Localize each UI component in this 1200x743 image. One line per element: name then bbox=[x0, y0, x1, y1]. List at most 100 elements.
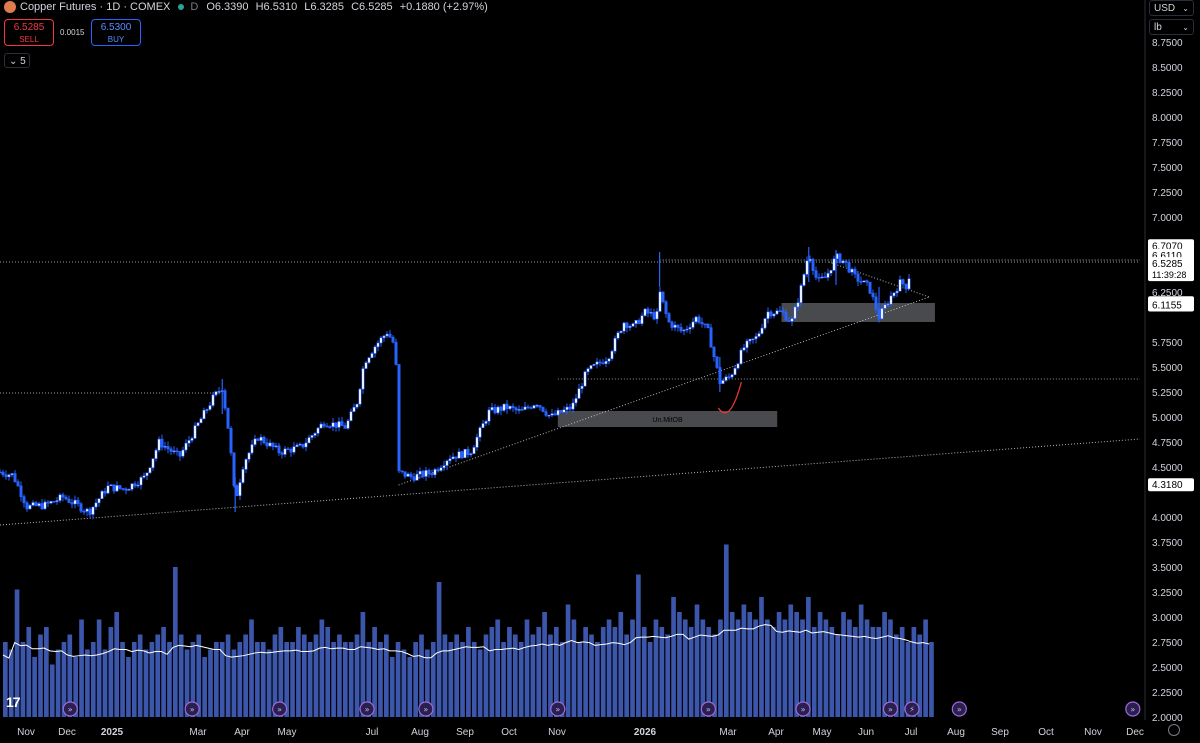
volume-bar bbox=[858, 604, 864, 717]
candle-body bbox=[421, 471, 425, 477]
event-marker-glyph: » bbox=[190, 705, 195, 714]
symbol-title[interactable]: Copper Futures · 1D · COMEX bbox=[20, 1, 171, 13]
candle-body bbox=[226, 407, 230, 429]
candle-body bbox=[418, 471, 422, 475]
volume-bar bbox=[653, 619, 659, 717]
event-marker-glyph: » bbox=[1130, 705, 1135, 714]
price-axis-tick: 4.0000 bbox=[1152, 513, 1183, 524]
volume-bar bbox=[430, 642, 436, 717]
candle-body bbox=[604, 361, 608, 365]
event-marker-circle bbox=[550, 701, 566, 717]
volume-bar bbox=[90, 642, 96, 717]
sell-button[interactable]: 6.5285 SELL bbox=[4, 19, 54, 46]
volume-bar bbox=[372, 627, 377, 717]
candle-body bbox=[850, 268, 854, 273]
volume-bar bbox=[149, 642, 155, 717]
event-marker-circle bbox=[904, 701, 920, 717]
candle-body bbox=[70, 502, 74, 505]
candle-body bbox=[649, 312, 653, 314]
price-axis-tick: 3.7500 bbox=[1152, 538, 1183, 549]
candle-body bbox=[496, 406, 500, 414]
candle-body bbox=[124, 488, 128, 491]
candle-body bbox=[322, 423, 326, 427]
price-axis-tick: 7.7500 bbox=[1152, 138, 1183, 149]
candle-body bbox=[190, 438, 194, 441]
volume-bar bbox=[489, 627, 495, 717]
volume-bar bbox=[425, 649, 430, 717]
volume-bar bbox=[507, 627, 512, 717]
candle-body bbox=[361, 368, 365, 390]
volume-bar bbox=[723, 544, 729, 717]
volume-bar bbox=[741, 604, 747, 717]
price-axis-tick: 5.5000 bbox=[1152, 363, 1183, 374]
candle-body bbox=[814, 270, 818, 278]
candle-body bbox=[160, 438, 164, 448]
tradingview-logo-icon[interactable]: 17 bbox=[6, 694, 21, 710]
candle-body bbox=[619, 330, 623, 334]
volume-bar bbox=[26, 627, 32, 717]
candle-body bbox=[328, 426, 332, 428]
candle-body bbox=[259, 436, 263, 441]
candle-body bbox=[313, 433, 317, 436]
volume-bar bbox=[923, 619, 928, 717]
candle-body bbox=[751, 338, 755, 341]
event-marker-circle bbox=[795, 701, 811, 717]
volume-bar bbox=[829, 627, 835, 717]
event-marker-glyph: » bbox=[555, 705, 560, 714]
candle-body bbox=[838, 253, 842, 264]
volume-bar bbox=[67, 634, 73, 717]
candle-body bbox=[355, 403, 359, 408]
volume-bar bbox=[759, 597, 764, 717]
price-axis-tick: 3.5000 bbox=[1152, 563, 1183, 574]
volume-bar bbox=[641, 627, 647, 717]
price-axis-tick: 5.7500 bbox=[1152, 338, 1183, 349]
unit-select[interactable]: lb ⌄ bbox=[1149, 19, 1194, 35]
volume-bar bbox=[167, 642, 172, 717]
candle-body bbox=[121, 488, 125, 490]
candle-body bbox=[547, 414, 551, 417]
volume-bar bbox=[137, 634, 143, 717]
candle-body bbox=[889, 295, 893, 305]
time-axis-label: Dec bbox=[1126, 727, 1144, 738]
buy-button[interactable]: 6.5300 BUY bbox=[91, 19, 141, 46]
candle-body bbox=[787, 319, 791, 322]
candle-body bbox=[463, 448, 467, 459]
candle-body bbox=[541, 406, 545, 412]
candle-body bbox=[637, 320, 641, 324]
volume-bar bbox=[782, 619, 788, 717]
candle-body bbox=[811, 258, 815, 271]
volume-bar bbox=[765, 619, 770, 717]
candle-body bbox=[862, 280, 866, 283]
time-axis-label: Apr bbox=[234, 727, 250, 738]
volume-bar bbox=[852, 627, 858, 717]
event-flag-icon: » bbox=[184, 701, 200, 717]
candle-body bbox=[331, 422, 335, 427]
indicators-toggle[interactable]: ⌄ 5 bbox=[4, 53, 30, 68]
event-flag-icon: » bbox=[359, 701, 375, 717]
volume-bar bbox=[49, 664, 55, 717]
candle-body bbox=[286, 448, 290, 451]
volume-bar bbox=[729, 612, 735, 717]
candle-body bbox=[475, 436, 479, 448]
volume-bar bbox=[237, 642, 243, 717]
volume-bar bbox=[448, 642, 454, 717]
candle-body bbox=[610, 350, 614, 360]
candle-body bbox=[655, 311, 659, 320]
chevron-down-icon: ⌄ bbox=[9, 56, 18, 67]
candle-body bbox=[79, 503, 83, 512]
volume-bar bbox=[266, 649, 272, 717]
candle-body bbox=[820, 276, 824, 279]
volume-bar bbox=[501, 642, 506, 717]
time-axis-label: 2026 bbox=[634, 727, 657, 738]
candle-body bbox=[796, 302, 800, 308]
volume-bar bbox=[671, 597, 676, 717]
candle-body bbox=[592, 364, 596, 366]
candle-body bbox=[358, 388, 362, 405]
candle-body bbox=[0, 471, 2, 474]
candle-body bbox=[880, 308, 884, 320]
candle-body bbox=[730, 374, 734, 378]
settings-icon[interactable] bbox=[1168, 724, 1180, 736]
currency-select[interactable]: USD ⌄ bbox=[1149, 0, 1194, 16]
candle-body bbox=[295, 444, 299, 447]
